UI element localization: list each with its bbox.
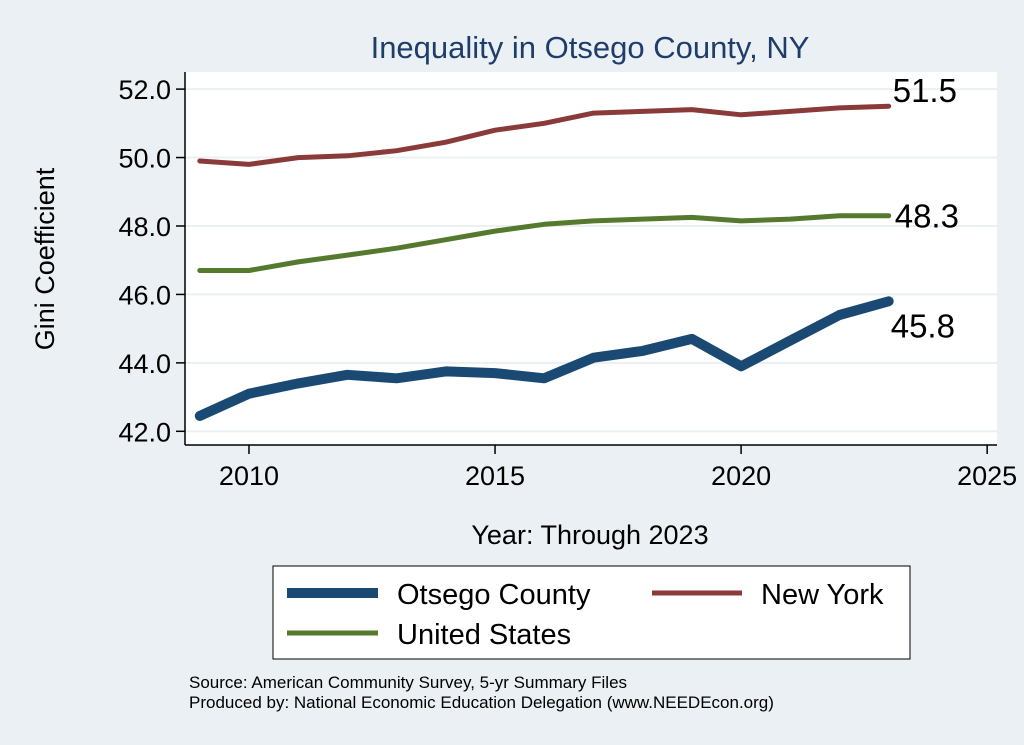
legend-box bbox=[272, 565, 911, 660]
x-tick-label: 2015 bbox=[465, 461, 525, 491]
chart-title: Inequality in Otsego County, NY bbox=[371, 30, 810, 65]
end-label-united-states: 48.3 bbox=[895, 198, 959, 235]
x-axis-title: Year: Through 2023 bbox=[471, 520, 708, 550]
series-line-otsego-county bbox=[194, 296, 894, 421]
end-label-new-york: 51.5 bbox=[893, 72, 957, 109]
axes: 42.0 44.0 46.0 48.0 50.0 52.0 2010 2015 2020 2025 bbox=[118, 72, 1017, 491]
series-line-united-states bbox=[197, 213, 892, 273]
y-tick-label: 50.0 bbox=[118, 144, 171, 174]
y-tick-label: 46.0 bbox=[118, 280, 171, 310]
y-tick-label: 42.0 bbox=[118, 417, 171, 447]
y-tick-label: 52.0 bbox=[118, 75, 171, 105]
x-tick-label: 2025 bbox=[957, 461, 1017, 491]
legend: Otsego County New York United States bbox=[272, 565, 911, 660]
y-axis-title: Gini Coefficient bbox=[30, 167, 60, 350]
x-tick-label: 2010 bbox=[219, 461, 279, 491]
x-tick-label: 2020 bbox=[711, 461, 771, 491]
legend-label-otsego-county: Otsego County bbox=[397, 579, 591, 611]
produced-by-line: Produced by: National Economic Education… bbox=[189, 693, 774, 712]
y-tick-label: 48.0 bbox=[118, 212, 171, 242]
end-labels: 45.8 51.5 48.3 bbox=[891, 72, 959, 344]
end-label-otsego-county: 45.8 bbox=[891, 307, 955, 344]
y-tick-label: 44.0 bbox=[118, 349, 171, 379]
series-group bbox=[194, 103, 894, 421]
series-line-new-york bbox=[197, 103, 892, 167]
legend-label-united-states: United States bbox=[397, 619, 571, 651]
source-line: Source: American Community Survey, 5-yr … bbox=[189, 673, 627, 692]
legend-label-new-york: New York bbox=[761, 579, 884, 611]
